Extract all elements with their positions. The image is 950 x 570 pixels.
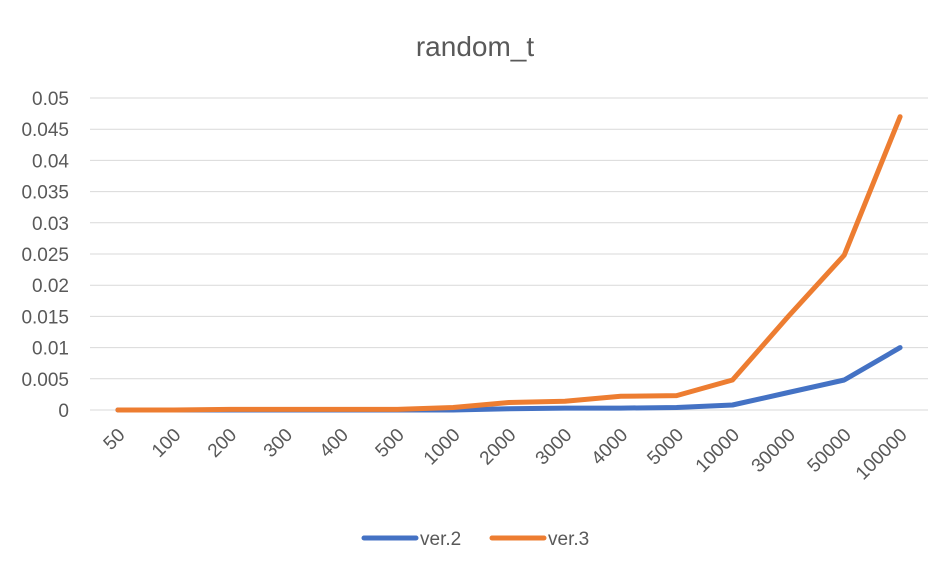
x-tick-label: 4000: [588, 425, 633, 470]
x-tick-label: 50: [100, 425, 130, 455]
y-axis-ticks: 0 0.005 0.01 0.015 0.02 0.025 0.03 0.035 0.04 0.0…: [21, 89, 69, 422]
x-tick-label: 300: [260, 425, 297, 462]
x-tick-label: 200: [204, 425, 241, 462]
x-tick-label: 5000: [643, 425, 688, 470]
chart-title: random_t: [416, 31, 535, 62]
y-tick-label: 0.005: [21, 370, 69, 391]
y-tick-label: 0.01: [32, 339, 69, 360]
x-tick-label: 10000: [692, 425, 744, 477]
x-tick-label: 500: [372, 425, 409, 462]
x-tick-label: 2000: [476, 425, 521, 470]
legend-item: ver.3: [489, 529, 589, 550]
y-tick-label: 0.05: [32, 89, 69, 110]
y-tick-label: 0.015: [21, 307, 69, 328]
y-tick-label: 0.04: [32, 151, 69, 172]
x-tick-label: 30000: [748, 425, 800, 477]
legend-item: ver.2: [361, 529, 461, 550]
y-tick-label: 0: [58, 401, 69, 422]
legend: ver.2 ver.3: [361, 529, 589, 550]
y-tick-label: 0.025: [21, 245, 69, 266]
x-tick-label: 50000: [804, 425, 856, 477]
y-tick-label: 0.035: [21, 183, 69, 204]
legend-label: ver.3: [548, 529, 589, 550]
y-tick-label: 0.02: [32, 276, 69, 297]
x-tick-label: 100: [148, 425, 185, 462]
x-tick-label: 100000: [852, 425, 912, 485]
x-axis-ticks: 50 100 200 300 400 500 1000 2000 3000 4000 5000 100…: [100, 425, 912, 485]
x-tick-label: 3000: [532, 425, 577, 470]
x-tick-label: 400: [316, 425, 353, 462]
y-tick-label: 0.045: [21, 120, 69, 141]
x-tick-label: 1000: [420, 425, 465, 470]
legend-label: ver.2: [420, 529, 461, 550]
gridlines: [90, 97, 928, 411]
series-line-ver-3: [115, 114, 903, 413]
y-tick-label: 0.03: [32, 214, 69, 235]
series-lines: [115, 114, 903, 413]
